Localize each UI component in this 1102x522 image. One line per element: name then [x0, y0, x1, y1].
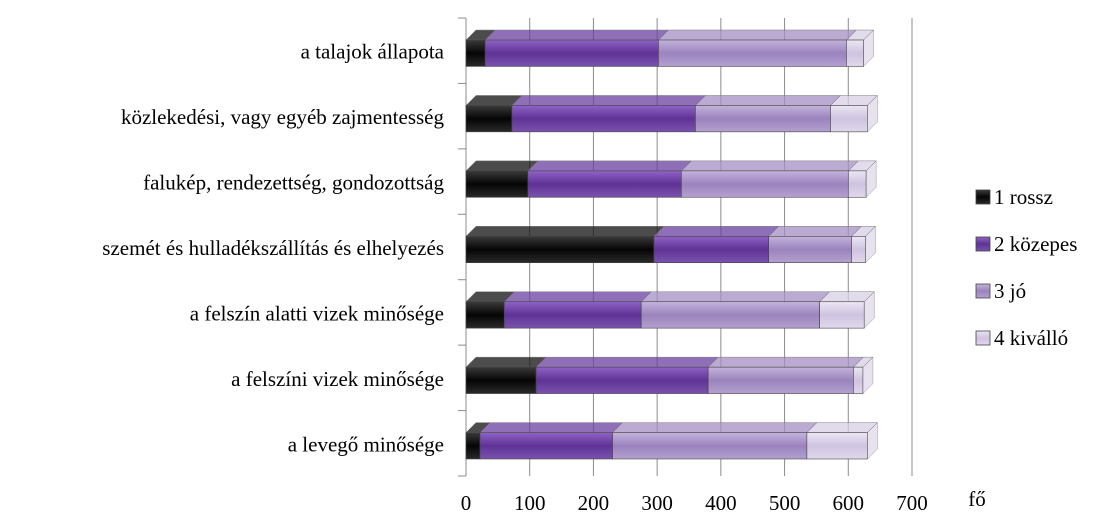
legend-item: 4 kiválló — [975, 326, 1068, 350]
bar-segment — [847, 160, 877, 198]
legend-swatch — [975, 189, 991, 205]
legend-item: 1 rossz — [975, 185, 1053, 209]
bar-segment — [479, 422, 624, 460]
bar-segment — [465, 291, 515, 329]
category-label: falukép, rendezettség, gondozottság — [143, 171, 444, 195]
x-tick-label: 300 — [641, 491, 673, 515]
bar-segment — [465, 95, 523, 133]
legend-item: 2 közepes — [975, 232, 1077, 256]
legend-label: 1 rossz — [994, 185, 1053, 209]
x-tick-label: 500 — [769, 491, 801, 515]
x-tick-label: 600 — [833, 491, 865, 515]
bar-segment — [653, 226, 780, 264]
bar-segment — [511, 95, 706, 133]
bar-segment — [852, 356, 874, 395]
x-tick-label: 400 — [705, 491, 737, 515]
bar-segment — [680, 160, 859, 198]
x-axis-unit-label: fő — [968, 487, 986, 511]
bar-segment — [465, 422, 491, 460]
category-label: közlekedési, vagy egyéb zajmentesség — [121, 105, 445, 129]
bar-segment — [535, 356, 719, 394]
bar-segment — [503, 291, 652, 329]
bar-segment — [845, 29, 875, 68]
category-label: a levegő minősége — [288, 432, 444, 456]
x-tick-label: 100 — [514, 491, 546, 515]
x-tick-label: 0 — [461, 491, 472, 515]
category-label: a felszín alatti vizek minősége — [190, 301, 444, 325]
bar-segment — [640, 291, 831, 329]
bar-segment — [657, 29, 857, 67]
bar-segment — [465, 356, 547, 394]
legend-label: 4 kiválló — [994, 326, 1068, 350]
bar-segment — [768, 226, 863, 264]
bar-segment — [694, 95, 842, 133]
legend-label: 2 közepes — [994, 232, 1077, 256]
legend-swatch — [975, 283, 991, 299]
bar-segment — [819, 291, 875, 329]
bar-segment — [850, 225, 877, 264]
legend-swatch — [975, 236, 991, 252]
bar-segment — [806, 421, 879, 460]
x-tick-label: 200 — [578, 491, 610, 515]
legend-swatch — [975, 330, 991, 346]
bar-segment — [829, 94, 879, 133]
category-label: a talajok állapota — [301, 40, 445, 64]
x-tick-label: 700 — [896, 491, 928, 515]
bar-segment — [465, 160, 539, 198]
bar-segment — [465, 226, 665, 264]
bar-segment — [465, 29, 496, 67]
bar-segment — [527, 160, 692, 198]
bar-segment — [611, 422, 818, 460]
category-label: szemét és hulladékszállítás és elhelyezé… — [102, 236, 444, 260]
bar-segment — [484, 29, 670, 67]
category-label: a felszíni vizek minősége — [231, 367, 444, 391]
legend-item: 3 jó — [975, 279, 1026, 303]
legend-label: 3 jó — [994, 279, 1026, 303]
bar-segment — [707, 356, 864, 394]
